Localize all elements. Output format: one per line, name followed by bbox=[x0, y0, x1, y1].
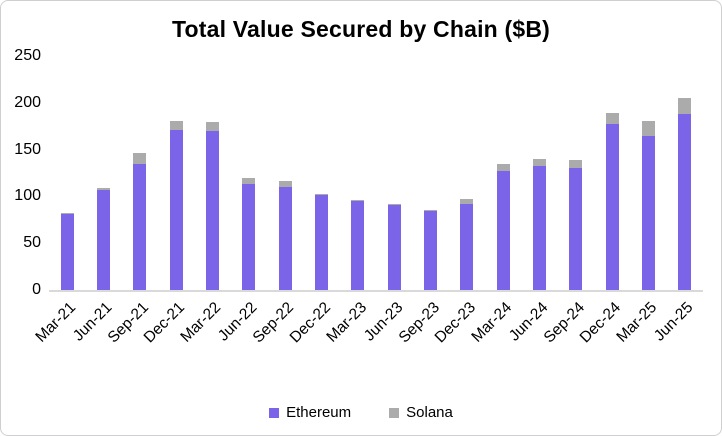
legend-item-solana: Solana bbox=[389, 404, 453, 421]
bar-segment-solana bbox=[96, 188, 110, 190]
bar-jun-22 bbox=[242, 177, 256, 290]
bar-segment-solana bbox=[278, 180, 292, 188]
bar-slot bbox=[340, 56, 376, 290]
y-axis: 0 50 100 150 200 250 bbox=[1, 48, 49, 298]
bar-slot bbox=[85, 56, 121, 290]
bar-segment-ethereum bbox=[351, 201, 365, 290]
bar-jun-21 bbox=[96, 188, 110, 290]
bar-slot bbox=[267, 56, 303, 290]
bar-segment-solana bbox=[351, 200, 365, 202]
bar-slot bbox=[558, 56, 594, 290]
bar-mar-22 bbox=[205, 121, 219, 290]
bar-sep-22 bbox=[278, 180, 292, 290]
bar-segment-solana bbox=[605, 113, 619, 125]
bar-segment-ethereum bbox=[60, 214, 74, 290]
y-tick-label: 250 bbox=[14, 47, 41, 64]
legend-item-ethereum: Ethereum bbox=[269, 404, 351, 421]
bar-segment-solana bbox=[60, 213, 74, 215]
bar-segment-solana bbox=[169, 120, 183, 130]
plot-area bbox=[49, 56, 703, 292]
bar-segment-solana bbox=[205, 121, 219, 131]
bar-slot bbox=[194, 56, 230, 290]
bar-segment-ethereum bbox=[569, 168, 583, 290]
y-tick-label: 200 bbox=[14, 93, 41, 111]
bar-segment-solana bbox=[423, 210, 437, 212]
bar-slot bbox=[630, 56, 666, 290]
bar-mar-21 bbox=[60, 213, 74, 290]
y-tick-label: 0 bbox=[32, 281, 41, 298]
bar-segment-ethereum bbox=[314, 195, 328, 290]
bar-slot bbox=[122, 56, 158, 290]
bar-slot bbox=[158, 56, 194, 290]
plot-column: Mar-21 Jun-21 Sep-21 Dec-21 Mar-22 Jun-22 Sep-… bbox=[32, 56, 703, 354]
bar-segment-ethereum bbox=[496, 171, 510, 290]
bar-slots bbox=[49, 56, 703, 290]
bar-slot bbox=[667, 56, 703, 290]
bar-segment-solana bbox=[314, 193, 328, 196]
bar-slot bbox=[412, 56, 448, 290]
bar-dec-23 bbox=[460, 199, 474, 290]
bar-segment-ethereum bbox=[532, 166, 546, 290]
bar-sep-21 bbox=[133, 153, 147, 290]
y-tick-label: 100 bbox=[14, 187, 41, 205]
bar-mar-25 bbox=[641, 120, 655, 290]
bar-segment-ethereum bbox=[278, 187, 292, 290]
bar-jun-23 bbox=[387, 203, 401, 290]
bar-mar-24 bbox=[496, 163, 510, 290]
x-axis-cell: Jun-25 bbox=[651, 292, 703, 354]
bar-dec-24 bbox=[605, 113, 619, 290]
bar-sep-24 bbox=[569, 159, 583, 290]
x-axis-label: Mar-21 bbox=[32, 299, 80, 346]
bar-segment-ethereum bbox=[387, 204, 401, 290]
chart-title: Total Value Secured by Chain ($B) bbox=[171, 16, 551, 42]
bar-segment-solana bbox=[641, 120, 655, 136]
legend-label: Solana bbox=[406, 404, 453, 421]
bar-segment-solana bbox=[133, 153, 147, 164]
bar-segment-ethereum bbox=[242, 184, 256, 290]
y-tick-label: 50 bbox=[23, 234, 41, 252]
bar-jun-25 bbox=[678, 98, 692, 290]
bar-segment-ethereum bbox=[205, 130, 219, 290]
legend-swatch-solana bbox=[389, 407, 400, 418]
bar-segment-ethereum bbox=[460, 203, 474, 290]
bar-dec-22 bbox=[314, 193, 328, 290]
bar-slot bbox=[521, 56, 557, 290]
bar-segment-ethereum bbox=[133, 163, 147, 290]
bar-slot bbox=[449, 56, 485, 290]
bar-slot bbox=[303, 56, 339, 290]
legend: Ethereum Solana bbox=[1, 404, 721, 421]
bar-segment-ethereum bbox=[605, 124, 619, 290]
bar-segment-ethereum bbox=[96, 189, 110, 290]
chart-body: 0 50 100 150 200 250 Mar-21 Jun-21 Sep-21 Dec-21… bbox=[1, 48, 721, 354]
bar-dec-21 bbox=[169, 120, 183, 290]
bar-mar-23 bbox=[351, 200, 365, 290]
bar-segment-solana bbox=[678, 98, 692, 115]
bar-segment-solana bbox=[387, 203, 401, 205]
bar-jun-24 bbox=[532, 158, 546, 290]
bar-slot bbox=[376, 56, 412, 290]
bar-segment-ethereum bbox=[641, 135, 655, 290]
bar-segment-ethereum bbox=[678, 114, 692, 290]
bar-segment-solana bbox=[569, 159, 583, 169]
bar-sep-23 bbox=[423, 210, 437, 290]
bar-segment-solana bbox=[242, 177, 256, 185]
bar-segment-solana bbox=[532, 158, 546, 167]
x-axis: Mar-21 Jun-21 Sep-21 Dec-21 Mar-22 Jun-22 Sep-… bbox=[32, 292, 703, 354]
legend-swatch-ethereum bbox=[269, 407, 280, 418]
bar-slot bbox=[49, 56, 85, 290]
bar-segment-solana bbox=[460, 199, 474, 204]
legend-label: Ethereum bbox=[286, 404, 352, 421]
bar-slot bbox=[594, 56, 630, 290]
bar-segment-ethereum bbox=[169, 129, 183, 290]
bar-segment-solana bbox=[496, 163, 510, 172]
bar-segment-ethereum bbox=[423, 211, 437, 290]
bar-slot bbox=[485, 56, 521, 290]
bar-slot bbox=[231, 56, 267, 290]
y-tick-label: 150 bbox=[14, 140, 41, 158]
